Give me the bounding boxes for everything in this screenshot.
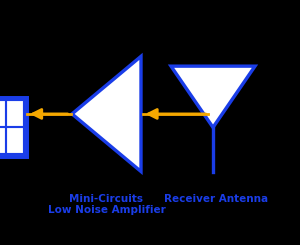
Bar [0,100,24,154]
Polygon shape [72,56,141,172]
Bar [0,98,27,157]
Polygon shape [171,66,255,127]
Text: Receiver Antenna: Receiver Antenna [164,194,268,204]
Text: Mini-Circuits
Low Noise Amplifier: Mini-Circuits Low Noise Amplifier [48,194,165,215]
